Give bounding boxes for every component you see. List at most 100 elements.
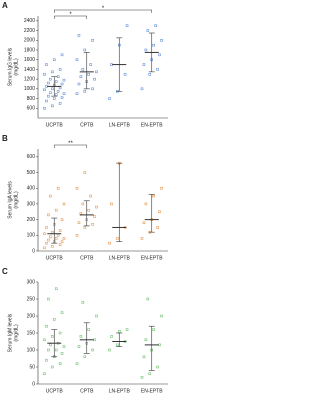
x-tick-label: CPTB (80, 122, 94, 128)
data-point (49, 235, 52, 239)
data-point (140, 375, 144, 379)
data-point (108, 348, 111, 352)
data-point (43, 338, 46, 342)
data-point (54, 208, 58, 212)
data-point (51, 104, 54, 108)
data-point (146, 297, 150, 301)
data-point (49, 77, 52, 81)
data-point (83, 90, 87, 93)
data-point (83, 171, 87, 174)
data-point (49, 194, 52, 198)
data-point (152, 194, 155, 198)
y-tick-label: 200 (27, 217, 36, 223)
y-tick-label: 250 (27, 296, 36, 302)
data-point (142, 63, 146, 66)
data-point (81, 68, 85, 71)
data-point (56, 186, 60, 190)
y-axis-label: Serum IgG levels (7, 47, 13, 86)
panel-letter: A (2, 1, 8, 10)
data-point (154, 24, 157, 27)
data-point (45, 226, 48, 229)
data-point (81, 202, 85, 206)
data-point (75, 58, 79, 61)
data-point (125, 24, 129, 27)
data-point (47, 94, 50, 98)
data-point (148, 73, 152, 76)
x-tick-label: UCPTB (46, 122, 64, 128)
y-axis-label: Serum IgA levels (7, 181, 13, 219)
data-point (75, 92, 79, 95)
data-point (53, 58, 56, 61)
data-point (158, 210, 161, 214)
data-point (93, 215, 96, 218)
data-point (47, 238, 50, 242)
significance-bracket (54, 15, 87, 19)
panel-letter: C (2, 267, 8, 276)
x-tick-label: LN-EPTB (109, 122, 131, 128)
data-point (47, 213, 50, 217)
data-point (77, 221, 81, 225)
data-point (125, 328, 129, 331)
data-point (62, 345, 66, 348)
data-point (110, 202, 113, 206)
data-point (56, 75, 60, 78)
data-point (58, 86, 62, 90)
data-point (62, 78, 66, 82)
data-point (87, 328, 90, 331)
data-point (160, 39, 163, 42)
y-axis-label: Serum IgM levels (7, 313, 13, 352)
data-point (56, 90, 60, 93)
data-point (77, 82, 81, 86)
data-point (95, 205, 98, 209)
data-point (79, 335, 83, 338)
y-tick-label: 300 (27, 201, 36, 207)
y-tick-label: 600 (27, 154, 36, 160)
data-point (146, 29, 150, 32)
data-point (60, 218, 64, 221)
data-point (49, 91, 52, 94)
y-tick-label: 1400 (24, 67, 35, 73)
data-point (49, 343, 52, 347)
y-tick-label: 1200 (24, 76, 35, 82)
data-point (60, 96, 64, 99)
data-point (144, 338, 148, 342)
data-point (54, 348, 58, 352)
data-point (51, 70, 54, 74)
y-tick-label: 100 (27, 347, 36, 353)
data-point (118, 330, 121, 333)
data-point (51, 365, 54, 369)
data-point (77, 34, 81, 37)
data-point (43, 246, 46, 250)
x-tick-label: LN-EPTB (109, 255, 131, 261)
significance-bracket (54, 9, 152, 13)
data-point (75, 362, 79, 365)
data-point (60, 53, 64, 57)
data-point (110, 63, 113, 66)
data-point (83, 355, 87, 359)
significance-bracket (54, 144, 87, 148)
data-point (58, 362, 62, 365)
data-point (75, 234, 79, 237)
y-tick-label: 200 (27, 313, 36, 319)
x-tick-label: EN-EPTB (141, 388, 163, 394)
data-point (79, 75, 83, 78)
data-point (60, 311, 64, 314)
data-point (56, 234, 60, 237)
data-point (43, 88, 46, 92)
data-point (58, 229, 62, 232)
y-tick-label: 2400 (24, 18, 35, 24)
data-point (93, 338, 96, 342)
data-point (51, 335, 54, 338)
data-point (45, 324, 48, 328)
data-point (142, 221, 146, 225)
y-tick-label: 2200 (24, 28, 35, 34)
data-point (47, 81, 50, 85)
data-point (51, 87, 54, 91)
data-point (91, 39, 94, 42)
significance-label: ** (68, 141, 73, 147)
data-point (62, 237, 66, 240)
significance-label: * (69, 12, 72, 18)
data-point (45, 358, 48, 362)
y-tick-label: 1000 (24, 86, 35, 92)
